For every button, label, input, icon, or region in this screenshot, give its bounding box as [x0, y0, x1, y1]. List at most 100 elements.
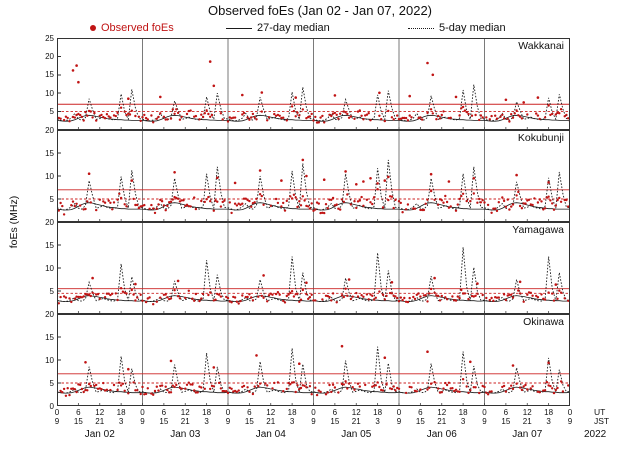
jst-tick-label: 15: [244, 417, 254, 426]
legend-5day-median: 5-day median: [408, 21, 506, 35]
date-label: Jan 06: [426, 429, 457, 440]
observed-dot-swatch-icon: [90, 25, 96, 31]
jst-tick-label: 9: [396, 417, 402, 426]
ut-tick-label: 12: [522, 408, 532, 417]
date-label: Jan 03: [170, 429, 201, 440]
jst-tick-label: 3: [375, 417, 380, 426]
ut-tick-label: 0: [140, 408, 145, 417]
year-label: 2022: [584, 429, 607, 440]
jst-tick-label: 3: [460, 417, 466, 426]
y-tick-label: 10: [45, 263, 54, 273]
jst-tick-label: 9: [54, 417, 60, 426]
legend-observed-label: Observed foEs: [101, 22, 174, 34]
ut-tick-label: 12: [266, 408, 276, 417]
ut-tick-label: 12: [351, 408, 361, 417]
ut-tick-label: 0: [54, 408, 60, 417]
date-row: Jan 02 Jan 03 Jan 04 Jan 05 Jan 06 Jan 07: [57, 429, 570, 443]
jst-tick-label: 9: [140, 417, 145, 426]
date-label: Jan 05: [341, 429, 372, 440]
y-tick-label: 15: [45, 332, 54, 342]
legend-5day-label: 5-day median: [439, 22, 506, 34]
y-tick-label: 5: [49, 194, 54, 204]
jst-tick-label: 3: [118, 417, 124, 426]
jst-tick-label: 15: [501, 417, 511, 426]
panels-area: Wakkanai Kokubunji Yamagawa Okinawa: [57, 38, 570, 406]
ut-tick-label: 12: [95, 408, 105, 417]
jst-tick-label: 21: [95, 417, 105, 426]
ut-tick-label: 0: [311, 408, 316, 417]
panel-yamagawa: Yamagawa: [57, 222, 570, 314]
ut-axis-label: UT: [594, 407, 606, 417]
jst-tick-label: 21: [266, 417, 276, 426]
chart-title: Observed foEs (Jan 02 - Jan 07, 2022): [207, 3, 432, 18]
jst-axis-label: JST: [594, 416, 610, 426]
panel-kokubunji: Kokubunji: [57, 130, 570, 222]
jst-tick-label: 15: [415, 417, 425, 426]
station-label: Okinawa: [523, 316, 564, 328]
station-label: Wakkanai: [518, 40, 564, 52]
ut-tick-label: 18: [202, 408, 212, 417]
ut-tick-label: 12: [180, 408, 190, 417]
ut-tick-label: 6: [247, 408, 252, 417]
panel-wakkanai: Wakkanai: [57, 38, 570, 130]
station-label: Kokubunji: [517, 132, 564, 144]
y-tick-label: 20: [45, 125, 54, 135]
y-tick-label: 10: [45, 355, 54, 365]
y-tick-label: 5: [49, 286, 54, 296]
ut-tick-label: 18: [287, 408, 297, 417]
y-tick-label: 0: [49, 401, 54, 411]
jst-tick-label: 9: [225, 417, 231, 426]
dotted-line-swatch-icon: [408, 27, 434, 29]
legend-observed: Observed foEs: [90, 21, 174, 35]
ut-tick-row: 0 6 12 18 0 6 12 18 0 6 12 18 0 6 12 18 0 6 12 18 0 6 12 18 0: [55, 408, 572, 417]
y-tick-label: 25: [45, 33, 54, 43]
ut-tick-label: 6: [161, 408, 167, 417]
jst-tick-label: 9: [311, 417, 316, 426]
station-label: Yamagawa: [512, 224, 564, 236]
panel-okinawa: Okinawa: [57, 314, 570, 406]
jst-tick-label: 3: [546, 417, 551, 426]
y-tick-label: 15: [45, 70, 54, 80]
y-tick-label: 20: [45, 51, 54, 61]
y-tick-label: 10: [45, 88, 54, 98]
ut-tick-label: 0: [225, 408, 231, 417]
jst-tick-label: 15: [159, 417, 169, 426]
ut-tick-label: 12: [437, 408, 447, 417]
jst-tick-label: 21: [522, 417, 532, 426]
y-tick-label: 15: [45, 148, 54, 158]
jst-tick-label: 3: [204, 417, 209, 426]
ut-tick-label: 6: [332, 408, 338, 417]
ut-tick-label: 0: [482, 408, 487, 417]
y-tick-label: 20: [45, 309, 54, 319]
date-label: Jan 02: [84, 429, 115, 440]
jst-tick-label: 21: [351, 417, 361, 426]
ut-tick-label: 18: [458, 408, 468, 417]
legend-27day-label: 27-day median: [257, 22, 330, 34]
jst-tick-label: 3: [289, 417, 295, 426]
date-label: Jan 04: [255, 429, 286, 440]
jst-tick-label: 15: [330, 417, 340, 426]
ut-tick-label: 18: [116, 408, 126, 417]
y-tick-label: 5: [49, 107, 54, 117]
ut-tick-label: 0: [567, 408, 573, 417]
ut-tick-label: 6: [503, 408, 509, 417]
jst-tick-label: 21: [180, 417, 190, 426]
date-label: Jan 07: [512, 429, 543, 440]
solid-line-swatch-icon: [226, 27, 252, 29]
y-tick-label: 15: [45, 240, 54, 250]
jst-tick-label: 9: [567, 417, 573, 426]
jst-tick-label: 9: [482, 417, 487, 426]
jst-tick-label: 15: [73, 417, 83, 426]
ut-tick-label: 6: [418, 408, 423, 417]
ut-tick-label: 18: [544, 408, 554, 417]
jst-tick-label: 21: [437, 417, 447, 426]
jst-tick-row: 9 15 21 3 9 15 21 3 9 15 21 3 9 15 21 3 9 15 21 3 9 15 21 3 9: [55, 417, 572, 426]
y-tick-label: 5: [49, 378, 54, 388]
y-tick-label: 20: [45, 217, 54, 227]
ut-tick-label: 0: [396, 408, 402, 417]
legend-27day-median: 27-day median: [226, 21, 330, 35]
y-tick-label: 10: [45, 171, 54, 181]
ut-tick-label: 6: [76, 408, 81, 417]
y-axis-label: foEs (MHz): [8, 195, 20, 249]
